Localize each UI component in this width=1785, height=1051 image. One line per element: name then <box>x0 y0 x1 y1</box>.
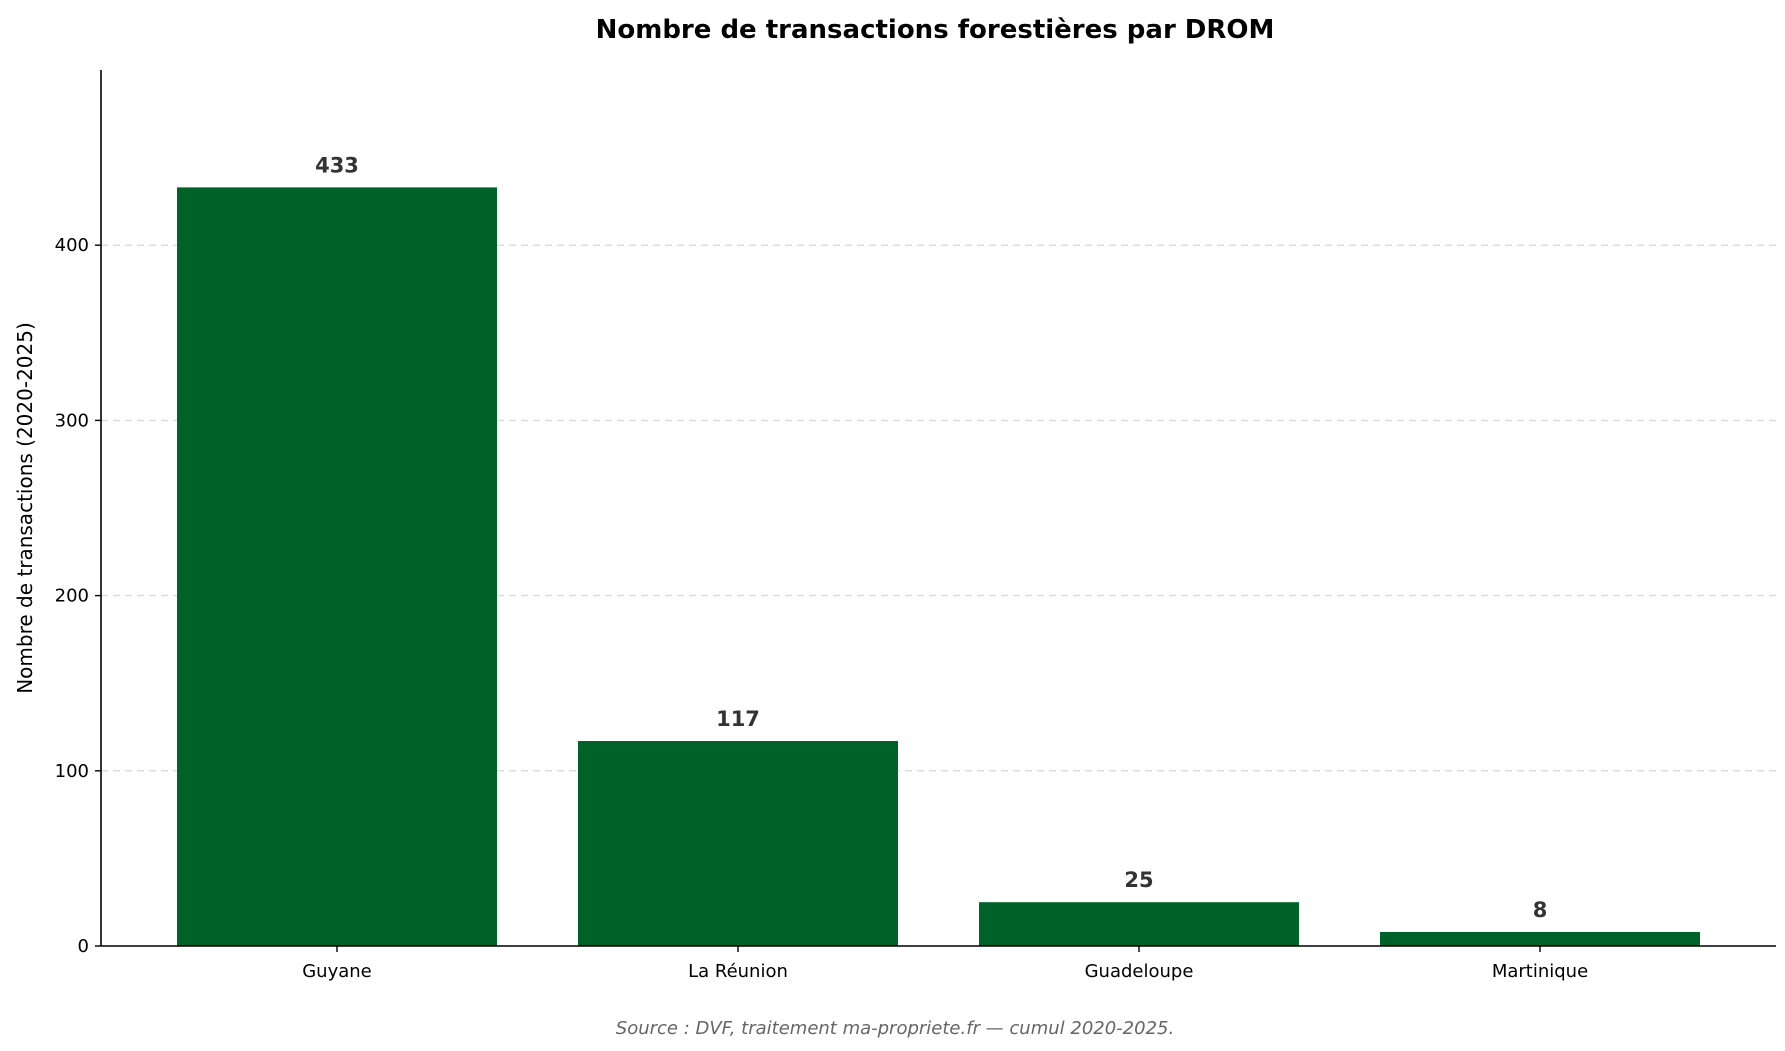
x-axis-ticks: Guyane La Réunion Guadeloupe Martinique <box>302 946 1588 982</box>
bar-guadeloupe <box>979 902 1299 946</box>
bar-guyane <box>177 187 497 946</box>
y-tick-label: 200 <box>55 586 89 607</box>
data-label: 8 <box>1533 898 1548 922</box>
data-label: 433 <box>315 153 359 177</box>
bar-la-r-union <box>578 741 898 946</box>
data-label: 117 <box>716 707 760 731</box>
x-tick-label: Martinique <box>1492 961 1588 982</box>
y-tick-label: 400 <box>55 235 89 256</box>
x-tick-label: La Réunion <box>688 961 788 982</box>
data-labels: 433 117 25 8 <box>315 153 1547 922</box>
chart-title: Nombre de transactions forestières par D… <box>596 15 1275 45</box>
bars <box>177 187 1700 946</box>
data-label: 25 <box>1124 868 1153 892</box>
y-axis-label: Nombre de transactions (2020-2025) <box>13 322 37 694</box>
y-tick-label: 300 <box>55 410 89 431</box>
y-tick-label: 100 <box>55 761 89 782</box>
x-tick-label: Guadeloupe <box>1085 961 1194 982</box>
source-note: Source : DVF, traitement ma-propriete.fr… <box>616 1018 1174 1039</box>
x-tick-label: Guyane <box>302 961 372 982</box>
y-tick-label: 0 <box>78 936 89 957</box>
y-axis-ticks: 0 100 200 300 400 <box>55 235 101 957</box>
bar-martinique <box>1380 931 1700 946</box>
